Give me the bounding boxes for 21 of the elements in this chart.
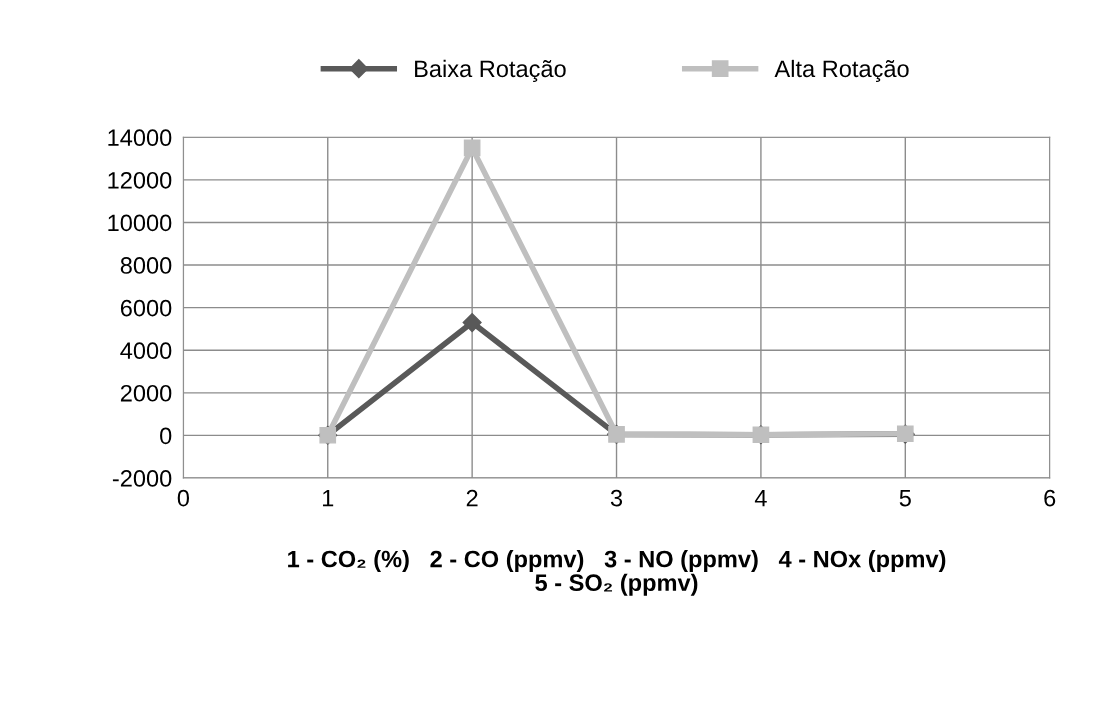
y-tick-label: 14000 bbox=[108, 129, 172, 147]
y-tick-label: 4000 bbox=[120, 342, 172, 360]
x-tick-label: 1 bbox=[322, 489, 334, 507]
y-tick-label: 8000 bbox=[120, 257, 172, 274]
x-tick-label: 4 bbox=[754, 489, 767, 507]
y-tick-label: 12000 bbox=[108, 171, 172, 189]
x-tick-label: 3 bbox=[610, 489, 623, 507]
y-tick-label: 10000 bbox=[108, 214, 172, 232]
x-tick-label: 0 bbox=[177, 489, 190, 507]
x-tick-label: 2 bbox=[466, 489, 478, 507]
x-axis-title: 1 - CO₂ (%) 2 - CO (ppmv) 3 - NO (ppmv) 4 - NOx (ppmv) 5 - SO₂ (ppmv) bbox=[288, 550, 946, 596]
x-tick-label: 5 bbox=[899, 489, 911, 507]
y-tick-label: 0 bbox=[160, 427, 172, 445]
legend-label: Alta Rotação bbox=[774, 59, 909, 82]
y-tick-label: 6000 bbox=[120, 299, 172, 317]
y-tick-label: -2000 bbox=[112, 470, 172, 487]
point bbox=[462, 313, 482, 333]
y-tick-label: 2000 bbox=[120, 384, 172, 402]
point bbox=[463, 139, 481, 157]
legend-label: Baixa Rotação bbox=[415, 59, 566, 82]
x-tick-label: 6 bbox=[1044, 489, 1056, 507]
